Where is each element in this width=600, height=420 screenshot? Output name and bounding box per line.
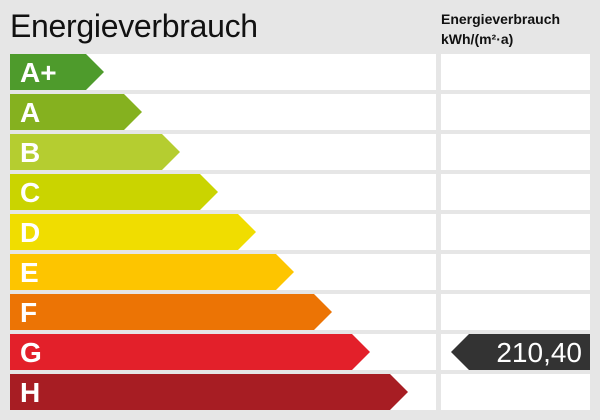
class-label: A (20, 97, 41, 128)
class-label: F (20, 297, 38, 328)
column-header-unit: kWh/(m²·a) (441, 31, 514, 47)
value-cell (441, 294, 590, 330)
value-cell (441, 174, 590, 210)
class-label: B (20, 137, 41, 168)
value-indicator: 210,40 (451, 334, 590, 370)
class-bar-shape (10, 254, 294, 290)
scale-row-e: E (10, 254, 590, 290)
class-bar-shape (10, 334, 370, 370)
value-cell (441, 214, 590, 250)
class-bar-shape (10, 294, 332, 330)
class-label: H (20, 377, 41, 408)
class-bar-shape (10, 174, 218, 210)
class-label: C (20, 177, 41, 208)
class-label: G (20, 337, 42, 368)
value-cell (441, 254, 590, 290)
scale-row-a: A (10, 94, 590, 130)
scale-row-c: C (10, 174, 590, 210)
class-label: D (20, 217, 41, 248)
page-title: Energieverbrauch (10, 8, 258, 44)
class-bar-shape (10, 214, 256, 250)
scale-row-b: B (10, 134, 590, 170)
value-arrow-shape (451, 334, 590, 370)
value-cell (441, 374, 590, 410)
scale-row-h: H (10, 374, 590, 410)
class-bar-shape (10, 94, 142, 130)
class-bar-shape (10, 134, 180, 170)
class-bar-shape (10, 54, 104, 90)
value-cell (441, 54, 590, 90)
value-cell (441, 134, 590, 170)
column-header-label: Energieverbrauch (441, 11, 561, 27)
class-label: E (20, 257, 39, 288)
class-label: A+ (20, 57, 57, 88)
scale-row-a-plus: A+ (10, 54, 590, 90)
scale-row-f: F (10, 294, 590, 330)
column-header: Energieverbrauch kWh/(m²·a) (441, 9, 560, 49)
scale-row-d: D (10, 214, 590, 250)
value-text: 210,40 (496, 337, 582, 368)
value-cell (441, 94, 590, 130)
scale-row-g: G 210,40 (10, 334, 590, 370)
class-bar-shape (10, 374, 408, 410)
